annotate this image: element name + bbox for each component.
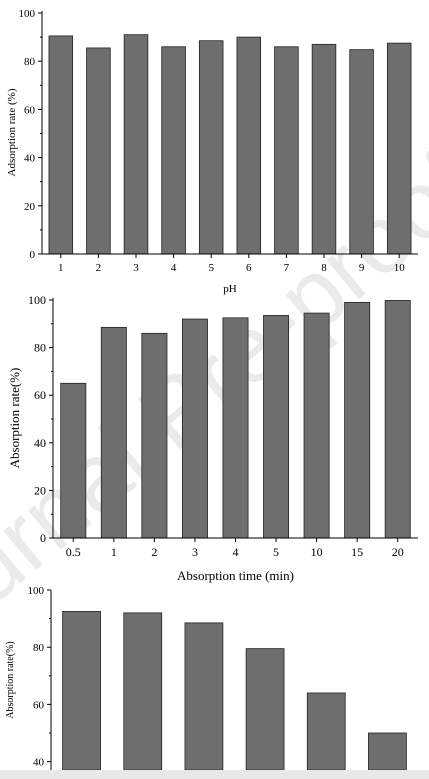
x-tick-label: 8: [321, 262, 327, 274]
y-tick-label: 60: [33, 699, 45, 711]
bar-3: [123, 34, 149, 255]
bar-20: [384, 300, 411, 539]
y-tick-label: 40: [33, 757, 45, 769]
bar-5: [263, 315, 290, 539]
page-footer-strip: [0, 770, 429, 779]
y-tick-label: 60: [24, 104, 36, 116]
bar-5: [198, 40, 224, 255]
chart-absorption-vs-time: 0 20 40 60 80 100 0.5 1 2 3 4 5 10 15 20 Absorption r…: [7, 293, 418, 583]
y-axis-title: Adsorption rate (%): [6, 88, 18, 176]
x-tick-label: 10: [394, 262, 406, 274]
y-tick-label: 80: [33, 642, 45, 654]
y-tick-label: 100: [28, 293, 46, 307]
x-tick-label: 4: [233, 545, 239, 559]
y-axis-title: Absorption rate(%): [7, 368, 22, 469]
bar-8: [311, 43, 337, 255]
x-tick-label: 3: [133, 262, 139, 274]
y-axis-title: Absorption rate(%): [5, 641, 16, 718]
bar-3: [184, 622, 224, 771]
bar-1: [62, 611, 101, 771]
bar-4: [222, 317, 249, 539]
x-axis-title: pH: [223, 283, 237, 295]
y-tick-label: 20: [24, 201, 36, 213]
x-axis-title: Absorption time (min): [177, 568, 294, 583]
y-tick-label: 80: [34, 341, 46, 355]
bar-6: [236, 36, 262, 255]
x-tick-label: 1: [111, 545, 117, 559]
x-tick-label: 7: [284, 262, 290, 274]
bar-15: [344, 301, 371, 539]
x-tick-label: 9: [359, 262, 365, 274]
y-tick-label: 60: [34, 388, 46, 402]
chart-absorption-partial: 40 60 80 100 Absorption rate(%): [5, 585, 407, 771]
bar-4: [161, 46, 186, 255]
bar-10: [386, 42, 412, 255]
x-tick-label: 20: [392, 545, 404, 559]
x-tick-label: 3: [192, 545, 198, 559]
x-tick-label: 1: [58, 262, 64, 274]
y-tick-label: 0: [30, 249, 36, 261]
y-tick-label: 100: [19, 8, 36, 20]
x-tick-label: 2: [151, 545, 157, 559]
bar-2: [141, 332, 168, 539]
y-tick-label: 80: [24, 56, 36, 68]
bar-2: [123, 612, 163, 771]
bar-10: [303, 312, 330, 539]
x-tick-label: 10: [311, 545, 323, 559]
x-tick-label: 0.5: [66, 545, 81, 559]
bar-1: [100, 326, 127, 539]
x-tick-label: 4: [171, 262, 177, 274]
y-tick-label: 100: [28, 585, 45, 597]
y-tick-label: 40: [24, 153, 36, 165]
bar-5: [306, 692, 346, 771]
x-tick-label: 6: [246, 262, 252, 274]
y-tick-label: 40: [34, 436, 46, 450]
bar-1: [48, 35, 74, 255]
bar-0.5: [60, 382, 87, 539]
x-tick-label: 15: [351, 545, 363, 559]
bar-9: [349, 49, 374, 255]
y-tick-label: 0: [40, 531, 46, 545]
x-tick-label: 5: [208, 262, 214, 274]
bar-2: [86, 47, 111, 255]
y-tick-label: 20: [34, 483, 46, 497]
x-tick-label: 5: [273, 545, 279, 559]
x-tick-label: 2: [96, 262, 102, 274]
bar-3: [181, 318, 208, 539]
bar-7: [274, 46, 299, 255]
bar-6: [368, 732, 407, 771]
chart-adsorption-vs-ph: 0 20 40 60 80 100 1 2 3 4 5 6 7 8 9 10 Adsorption rate…: [6, 8, 418, 295]
bar-4: [245, 648, 285, 771]
